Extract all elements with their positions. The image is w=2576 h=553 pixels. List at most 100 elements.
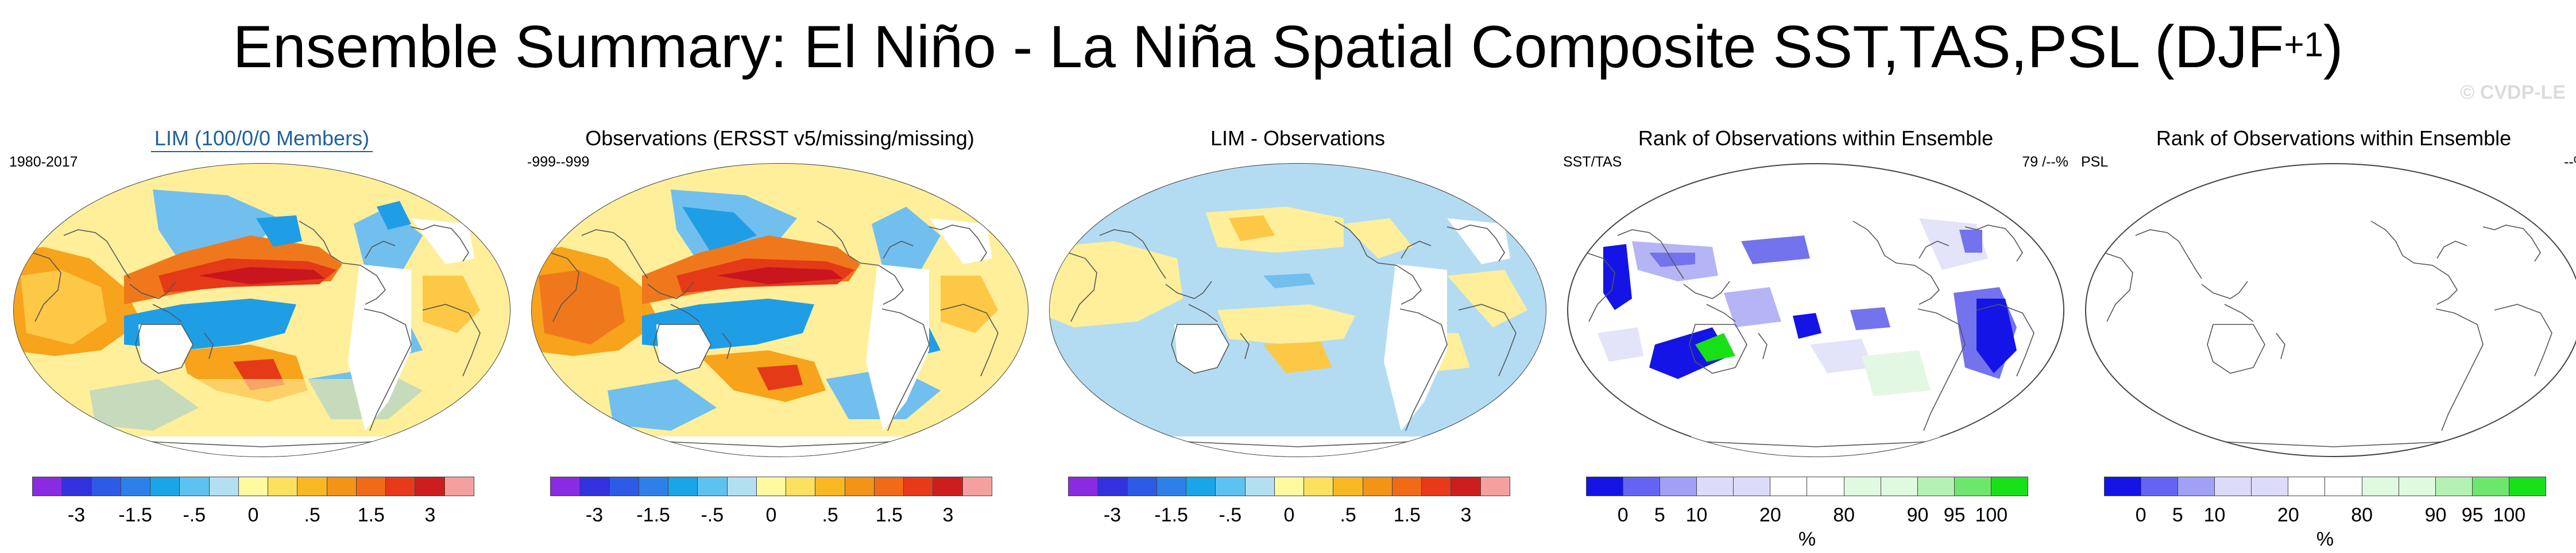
colorbar-cell bbox=[33, 477, 63, 496]
colorbar-cell bbox=[62, 477, 92, 496]
colorbar-cell bbox=[1216, 477, 1246, 496]
colorbar-tick-label: 10 bbox=[1685, 504, 1708, 526]
colorbar-cell bbox=[356, 477, 386, 496]
colorbar-cell bbox=[580, 477, 610, 496]
colorbar-cell bbox=[1363, 477, 1393, 496]
colorbar-tick-label: 1.5 bbox=[357, 504, 385, 526]
colorbar-cells bbox=[1068, 477, 1510, 496]
colorbar-cell bbox=[1954, 477, 1991, 496]
colorbar-tick-label: 0 bbox=[1283, 504, 1295, 526]
colorbar: 0 5 10 20 80 90 95 100 % bbox=[2104, 477, 2546, 550]
colorbar-tick-label: -1.5 bbox=[1154, 504, 1188, 526]
panel-title: Rank of Observations within Ensemble bbox=[1638, 126, 1994, 150]
panel-title: LIM (100/0/0 Members) bbox=[9, 126, 515, 152]
colorbar-cell bbox=[1186, 477, 1216, 496]
colorbar-cell bbox=[2325, 477, 2362, 496]
colorbar-tick-label: 1.5 bbox=[875, 504, 903, 526]
colorbar-cell bbox=[786, 477, 816, 496]
colorbar-tick-label: -.5 bbox=[183, 504, 206, 526]
panel-observations: Observations (ERSST v5/missing/missing) … bbox=[527, 121, 1032, 546]
panel-right-label: --% bbox=[2564, 154, 2576, 170]
colorbar-tick-label: 90 bbox=[1906, 504, 1929, 526]
colorbar-cell bbox=[551, 477, 581, 496]
colorbar-cell bbox=[1157, 477, 1187, 496]
watermark: © CVDP-LE bbox=[2460, 82, 2566, 103]
colorbar-tick-label: 5 bbox=[1654, 504, 1665, 526]
colorbar-cell bbox=[297, 477, 327, 496]
colorbar-cell bbox=[1480, 477, 1510, 496]
colorbar-cell bbox=[2399, 477, 2436, 496]
colorbar-tick-label: -1.5 bbox=[118, 504, 152, 526]
colorbar-cell bbox=[1304, 477, 1334, 496]
colorbar-tick-label: 80 bbox=[1833, 504, 1855, 526]
colorbar-cell bbox=[2509, 477, 2546, 496]
colorbar-cell bbox=[415, 477, 445, 496]
colorbar-cell bbox=[2435, 477, 2473, 496]
colorbar-cell bbox=[933, 477, 963, 496]
colorbar-cell bbox=[2215, 477, 2252, 496]
colorbar-cell bbox=[1770, 477, 1808, 496]
colorbar-cells bbox=[1586, 477, 2028, 496]
panel-right-label: 79 /--% bbox=[2022, 154, 2068, 170]
panel-title: Observations (ERSST v5/missing/missing) bbox=[585, 126, 974, 150]
colorbar-cell bbox=[444, 477, 474, 496]
colorbar-cell bbox=[1333, 477, 1363, 496]
colorbar-tick-label: 10 bbox=[2203, 504, 2226, 526]
colorbar-cell bbox=[1451, 477, 1481, 496]
colorbar-cell bbox=[1991, 477, 2028, 496]
colorbar-cell bbox=[1127, 477, 1157, 496]
colorbar-cells bbox=[32, 477, 474, 496]
rank-map bbox=[1567, 163, 2064, 457]
panel-left-label: PSL bbox=[2081, 154, 2109, 170]
colorbar-cell bbox=[1623, 477, 1661, 496]
panel-rank-sst-tas: Rank of Observations within Ensemble SST… bbox=[1563, 121, 2068, 550]
colorbar-cell bbox=[2362, 477, 2399, 496]
colorbar-cell bbox=[1807, 477, 1844, 496]
colorbar-cell bbox=[962, 477, 992, 496]
colorbar-unit: % bbox=[2316, 528, 2334, 550]
colorbar-cell bbox=[609, 477, 639, 496]
colorbar-cell bbox=[2288, 477, 2326, 496]
figure-title: Ensemble Summary: El Niño - La Niña Spat… bbox=[0, 13, 2576, 82]
colorbar-tick-label: .5 bbox=[1340, 504, 1356, 526]
colorbar-tick-label: 100 bbox=[1975, 504, 2008, 526]
colorbar-tick-label: -3 bbox=[585, 504, 604, 526]
colorbar-cell bbox=[121, 477, 151, 496]
colorbar: -3 -1.5 -.5 0 .5 1.5 3 bbox=[550, 477, 992, 546]
colorbar-tick-label: .5 bbox=[822, 504, 838, 526]
colorbar-cell bbox=[1274, 477, 1305, 496]
colorbar-cell bbox=[150, 477, 180, 496]
colorbar-cell bbox=[1422, 477, 1452, 496]
colorbar-tick-label: 100 bbox=[2493, 504, 2526, 526]
colorbar-tick-label: 95 bbox=[1943, 504, 1966, 526]
colorbar-cell bbox=[268, 477, 298, 496]
colorbar-cell bbox=[668, 477, 698, 496]
panel-title: LIM - Observations bbox=[1210, 126, 1386, 150]
title-main: Ensemble Summary: El Niño - La Niña Spat… bbox=[233, 14, 2284, 80]
composite-map bbox=[13, 163, 510, 457]
difference-map bbox=[1049, 163, 1546, 457]
colorbar-tick-label: -.5 bbox=[1219, 504, 1242, 526]
colorbar-tick-label: 80 bbox=[2351, 504, 2373, 526]
colorbar-cell bbox=[1844, 477, 1881, 496]
colorbar-cell bbox=[1587, 477, 1624, 496]
colorbar: -3 -1.5 -.5 0 .5 1.5 3 bbox=[32, 477, 474, 546]
colorbar-cell bbox=[2178, 477, 2215, 496]
colorbar-cell bbox=[386, 477, 416, 496]
panel-lim-minus-observations: LIM - Observations -3 -1.5 -.5 0 .5 1.5 3 bbox=[1045, 121, 1550, 546]
colorbar-tick-label: 0 bbox=[2135, 504, 2146, 526]
colorbar-tick-label: 0 bbox=[247, 504, 259, 526]
colorbar-cell bbox=[91, 477, 121, 496]
panel-title: Rank of Observations within Ensemble bbox=[2156, 126, 2512, 150]
colorbar-cell bbox=[180, 477, 210, 496]
colorbar-cell bbox=[1098, 477, 1128, 496]
colorbar-tick-label: 3 bbox=[942, 504, 954, 526]
colorbar-tick-label: 0 bbox=[765, 504, 777, 526]
colorbar-tick-label: -3 bbox=[67, 504, 86, 526]
panel-title-text[interactable]: LIM (100/0/0 Members) bbox=[150, 126, 373, 152]
colorbar-cell bbox=[2472, 477, 2509, 496]
colorbar-tick-label: 20 bbox=[1759, 504, 1781, 526]
colorbar-cell bbox=[1697, 477, 1734, 496]
colorbar-cell bbox=[1069, 477, 1099, 496]
title-close: ) bbox=[2323, 14, 2343, 80]
